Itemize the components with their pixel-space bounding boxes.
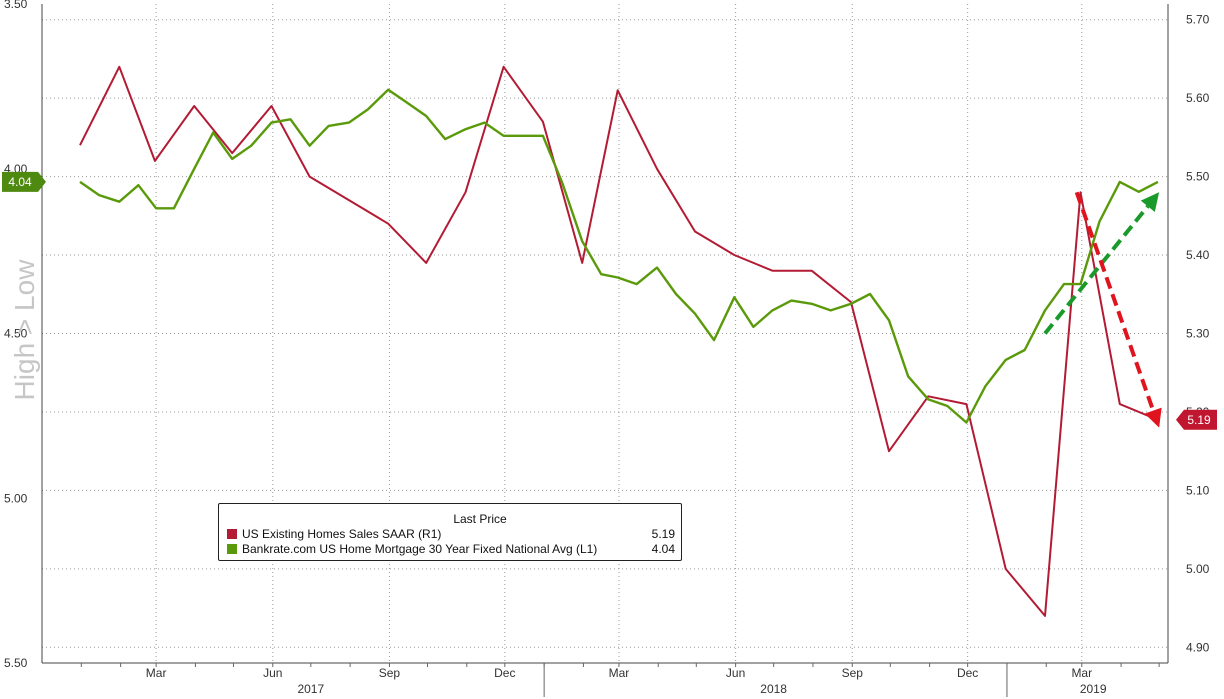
x-month-label: Mar [146, 666, 167, 680]
annotation-arrow-head [1144, 407, 1162, 428]
legend-label: US Existing Homes Sales SAAR (R1) [242, 526, 442, 541]
x-month-label: Dec [957, 666, 978, 680]
legend-entry: Bankrate.com US Home Mortgage 30 Year Fi… [219, 541, 681, 556]
annotation-arrow-line [1074, 191, 1156, 412]
axes [41, 4, 1169, 664]
last-value-badges: 4.04 5.19 [2, 171, 1217, 430]
x-month-label: Sep [379, 666, 401, 680]
legend-swatch [227, 528, 237, 539]
annotation-arrow-head [1140, 192, 1160, 212]
x-month-label: Jun [263, 666, 282, 680]
x-month-label: Sep [842, 666, 864, 680]
legend-label: Bankrate.com US Home Mortgage 30 Year Fi… [242, 541, 598, 556]
legend-entry: US Existing Homes Sales SAAR (R1) 5.19 [219, 526, 681, 541]
right-tick-label: 5.40 [1186, 248, 1210, 262]
left-last-badge: 4.04 [2, 171, 46, 192]
x-year-label: 2017 [297, 682, 324, 696]
legend-swatch [227, 543, 237, 554]
right-tick-label: 5.50 [1186, 170, 1210, 184]
legend-value: 5.19 [651, 526, 675, 541]
left-tick-label: 4.50 [4, 327, 28, 341]
legend-value: 4.04 [651, 541, 675, 556]
x-year-label: 2018 [760, 682, 787, 696]
right-tick-label: 5.00 [1186, 562, 1210, 576]
x-month-label: Dec [494, 666, 515, 680]
right-tick-label: 5.70 [1186, 13, 1210, 27]
x-month-label: Mar [1071, 666, 1092, 680]
right-tick-label: 5.30 [1186, 327, 1210, 341]
right-last-badge: 5.19 [1176, 409, 1217, 430]
left-last-label: 4.04 [8, 175, 32, 189]
right-axis-ticks: 5.705.605.505.405.305.205.105.004.90 [1186, 13, 1210, 655]
legend-header: Last Price [453, 512, 507, 526]
right-tick-label: 5.60 [1186, 91, 1210, 105]
right-tick-label: 5.10 [1186, 483, 1210, 497]
x-year-label: 2019 [1080, 682, 1107, 696]
right-tick-label: 4.90 [1186, 640, 1210, 654]
chart-legend: Last Price US Existing Homes Sales SAAR … [218, 503, 682, 561]
annotation-arrow-line [1043, 205, 1150, 335]
x-axis-labels: Mar Jun Sep Dec Mar Jun Sep Dec Mar 2017 2018 2019 [80, 663, 1160, 697]
series-layer [79, 65, 1159, 617]
left-tick-label: 3.50 [4, 0, 28, 11]
left-tick-label: 5.50 [4, 656, 28, 670]
left-tick-label: 5.00 [4, 491, 28, 505]
annotations [1043, 191, 1162, 428]
left-axis-title: High > Low [9, 259, 40, 401]
x-month-label: Mar [609, 666, 630, 680]
right-last-label: 5.19 [1187, 413, 1211, 427]
x-month-label: Jun [726, 666, 745, 680]
